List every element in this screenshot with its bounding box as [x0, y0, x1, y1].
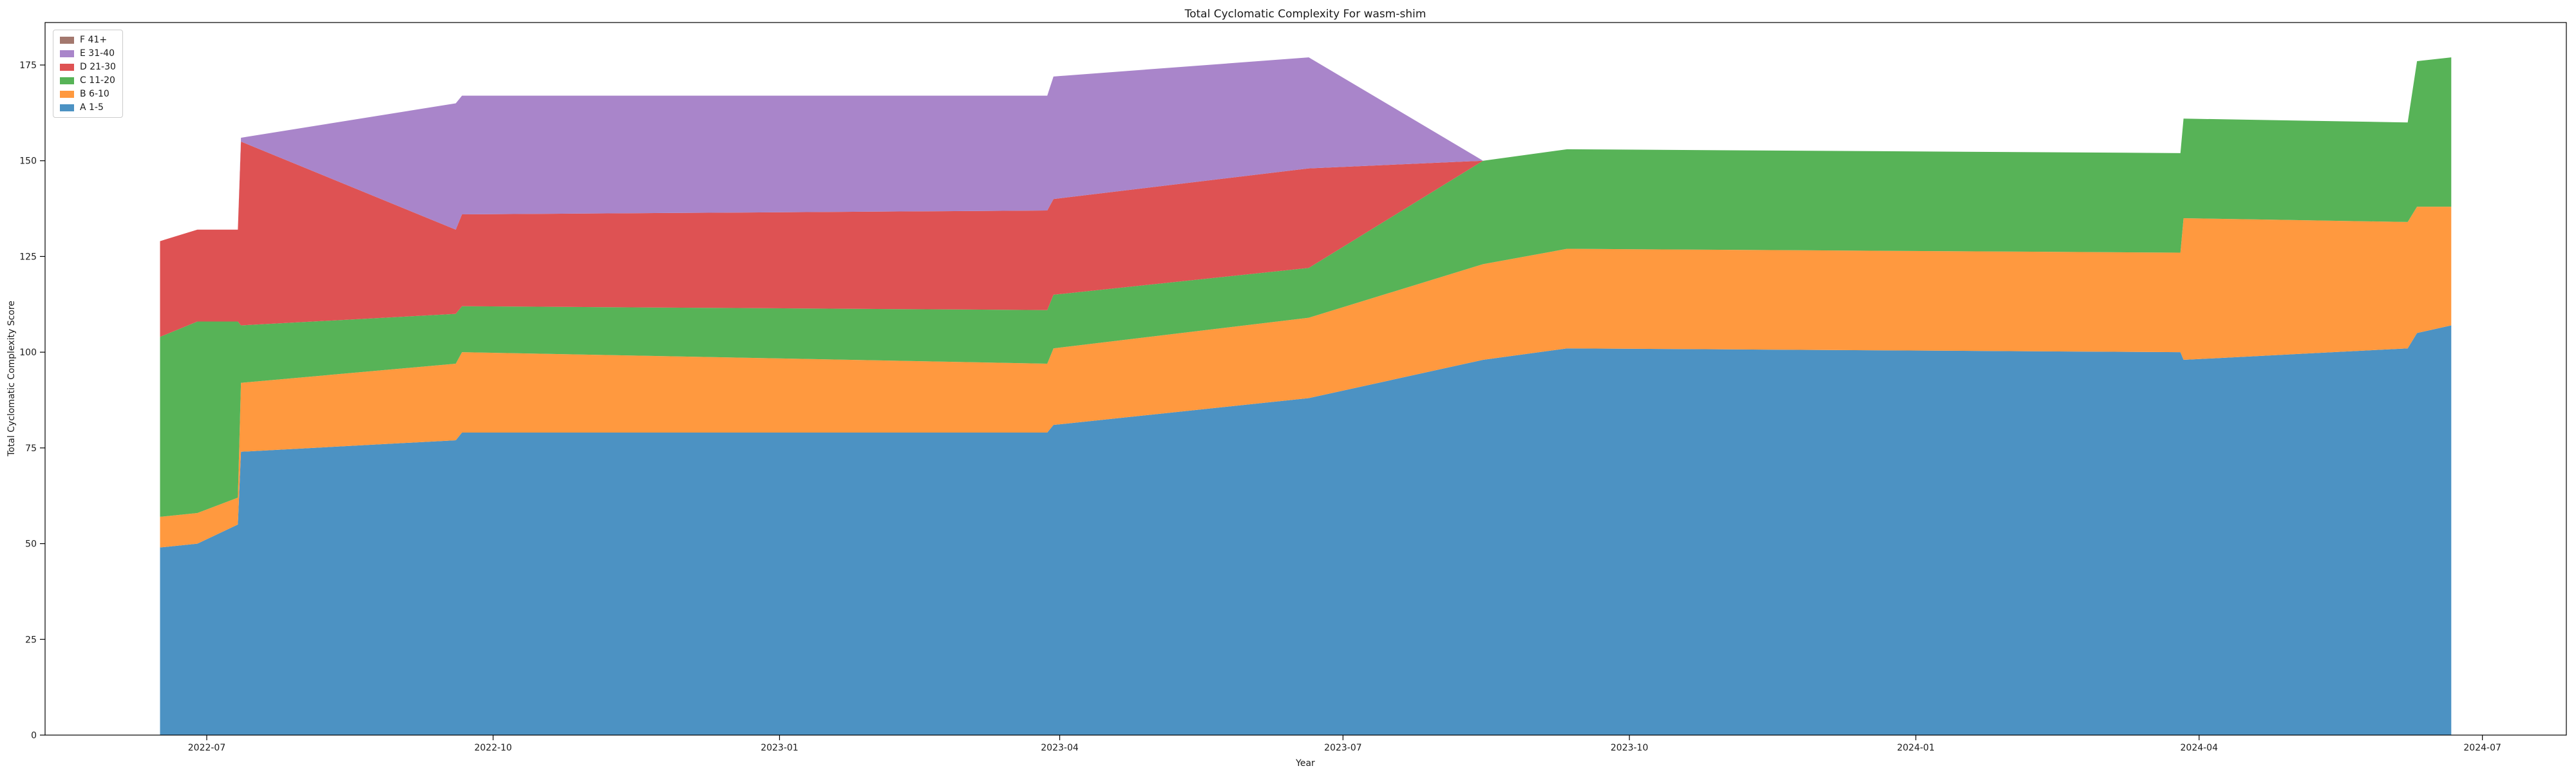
y-axis-label: Total Cyclomatic Complexity Score	[6, 301, 17, 457]
area-series-b-6-10	[160, 207, 2452, 548]
legend-label: A 1-5	[80, 102, 104, 113]
y-tick-label: 150	[19, 156, 37, 167]
legend-swatch	[60, 77, 74, 84]
x-axis-label: Year	[1295, 758, 1315, 769]
area-series-a-1-5	[160, 325, 2452, 736]
area-series-e-31-40	[160, 57, 2452, 241]
legend-label: F 41+	[80, 35, 108, 45]
y-tick-label: 75	[25, 444, 37, 454]
x-tick-label: 2024-07	[2463, 743, 2501, 753]
legend-label: D 21-30	[80, 62, 116, 72]
x-tick-label: 2023-10	[1611, 743, 1649, 753]
legend-swatch	[60, 90, 74, 98]
axes-spines	[44, 22, 2567, 736]
y-tick-label: 175	[19, 61, 37, 71]
area-series-group	[160, 57, 2452, 736]
y-tick-label: 0	[31, 731, 37, 741]
y-tick-label: 125	[19, 252, 37, 262]
area-series-c-11-20	[160, 57, 2452, 517]
legend-label: E 31-40	[80, 48, 115, 59]
legend-swatch	[60, 104, 74, 111]
legend-item: A 1-5	[60, 103, 116, 112]
x-tick-label: 2023-01	[761, 743, 799, 753]
legend-swatch	[60, 63, 74, 71]
legend-swatch	[60, 50, 74, 57]
legend: F 41+ E 31-40 D 21-30 C 11-20 B 6-10 A 1-5	[53, 30, 123, 118]
y-tick-label: 25	[25, 635, 37, 645]
y-tick-label: 50	[25, 539, 37, 550]
legend-label: C 11-20	[80, 75, 115, 86]
x-tick-label: 2024-04	[2181, 743, 2219, 753]
legend-item: E 31-40	[60, 49, 116, 58]
chart-title: Total Cyclomatic Complexity For wasm-shi…	[1184, 8, 1426, 21]
legend-label: B 6-10	[80, 89, 109, 99]
legend-item: F 41+	[60, 35, 116, 44]
x-tick-label: 2023-07	[1324, 743, 1362, 753]
legend-item: C 11-20	[60, 76, 116, 85]
axis-ticks-group: 2022-07 2022-10 2023-01 2023-04 2023-07 2023-…	[19, 61, 2501, 753]
legend-item: D 21-30	[60, 62, 116, 71]
x-tick-label: 2023-04	[1041, 743, 1079, 753]
x-tick-label: 2022-07	[188, 743, 226, 753]
legend-item: B 6-10	[60, 89, 116, 98]
x-tick-label: 2022-10	[474, 743, 512, 753]
legend-swatch	[60, 36, 74, 44]
area-series-d-21-30	[160, 57, 2452, 337]
y-tick-label: 100	[19, 348, 37, 358]
x-tick-label: 2024-01	[1897, 743, 1935, 753]
